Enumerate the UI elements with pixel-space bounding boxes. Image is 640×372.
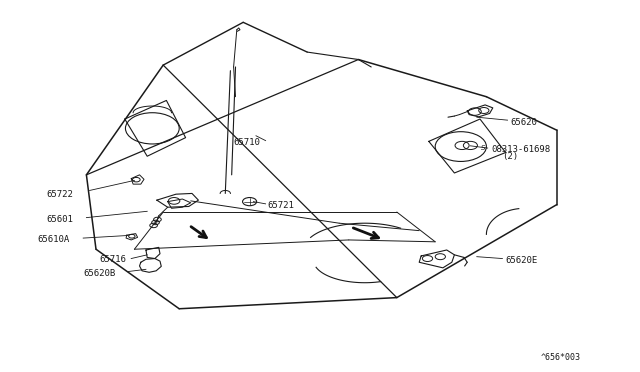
Text: 65610A: 65610A: [37, 235, 69, 244]
Text: 65601: 65601: [46, 215, 73, 224]
Text: 65620E: 65620E: [506, 256, 538, 265]
Text: 65620B: 65620B: [83, 269, 115, 278]
Text: 65721: 65721: [268, 201, 294, 210]
Text: S: S: [481, 145, 486, 151]
Text: 65716: 65716: [99, 255, 126, 264]
Text: 65620: 65620: [511, 118, 538, 127]
Text: 08313-61698: 08313-61698: [492, 145, 550, 154]
Text: 65722: 65722: [46, 190, 73, 199]
Text: 65710: 65710: [234, 138, 260, 147]
Text: (2): (2): [502, 153, 518, 161]
Text: ^656*003: ^656*003: [541, 353, 581, 362]
